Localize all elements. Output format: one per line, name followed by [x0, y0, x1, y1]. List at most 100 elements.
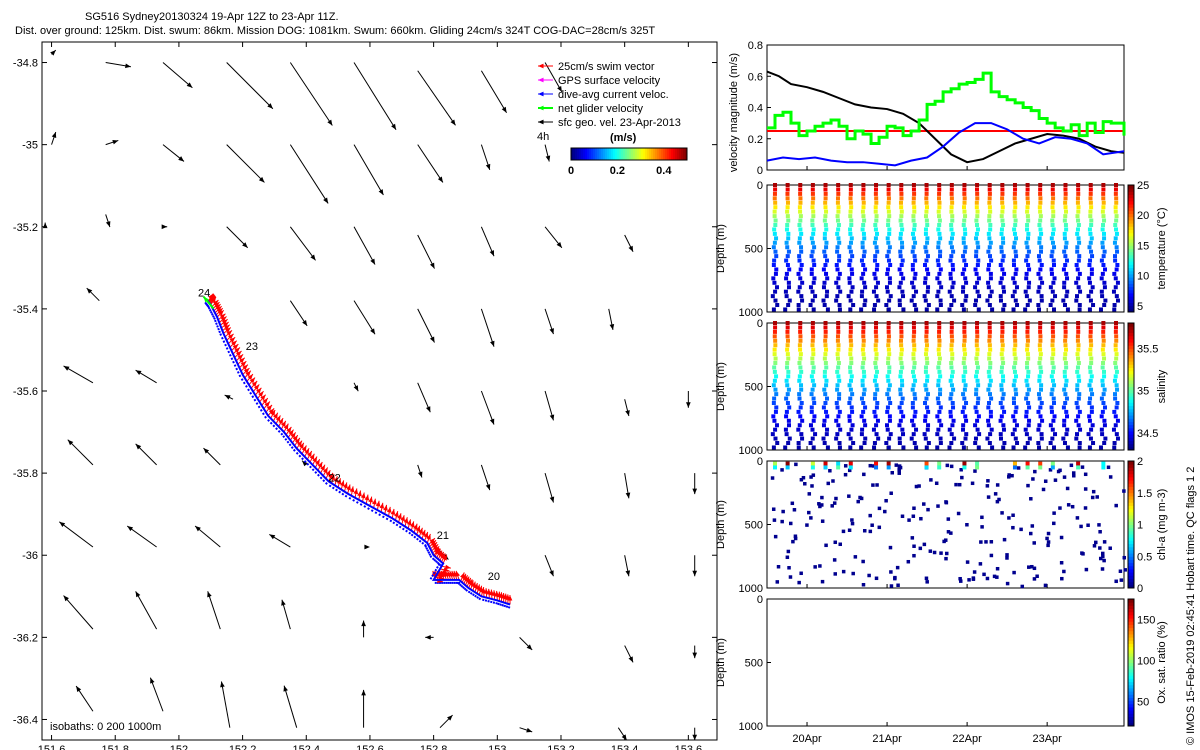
- profile-point: [1087, 401, 1092, 406]
- profile-point: [862, 303, 867, 308]
- profile-point: [1050, 218, 1055, 223]
- profile-point: [974, 387, 979, 392]
- cbar-cell: [1128, 495, 1134, 500]
- profile-point: [1075, 432, 1080, 437]
- cbar-cell: [1128, 546, 1134, 551]
- chla-point: [820, 519, 825, 523]
- profile-point: [861, 205, 866, 210]
- profile-point: [848, 240, 853, 245]
- profile-point: [924, 387, 929, 392]
- profile-point: [910, 401, 915, 406]
- dac-vector: [338, 490, 342, 494]
- chla-surface-point: [1076, 465, 1081, 470]
- profile-point: [824, 245, 829, 250]
- geo-vector: [126, 525, 157, 548]
- profile-point: [798, 365, 803, 370]
- profile-point: [770, 432, 775, 437]
- swim-vector-head: [477, 585, 483, 592]
- dac-vector: [427, 551, 431, 554]
- chla-point: [926, 507, 930, 512]
- profile-point: [798, 191, 803, 196]
- profile-point: [935, 307, 940, 312]
- profile-point: [914, 289, 919, 294]
- dac-vector: [232, 360, 235, 364]
- profile-point: [810, 343, 815, 348]
- profile-point: [1063, 191, 1068, 196]
- profile-point: [974, 218, 979, 223]
- chla-surface-point: [848, 461, 853, 466]
- chla-point: [787, 566, 791, 570]
- chla-point: [832, 558, 837, 562]
- geo-vector-head: [42, 222, 48, 229]
- cbar-cell: [1128, 480, 1134, 484]
- profile-point: [899, 187, 904, 192]
- profile-point: [987, 191, 992, 196]
- profile-point: [925, 405, 930, 410]
- dac-vector: [374, 511, 378, 515]
- profile-point: [962, 347, 967, 352]
- profile-point: [1114, 227, 1119, 232]
- profile-point: [785, 361, 790, 366]
- profile-point: [951, 280, 956, 285]
- geo-vector-head: [323, 197, 329, 204]
- profile-point: [774, 374, 779, 379]
- chla-point: [965, 560, 970, 564]
- cbar-tick-label: 10: [1137, 271, 1149, 283]
- profile-point: [809, 392, 814, 397]
- profile-point: [811, 307, 816, 312]
- swim-vector-head: [379, 502, 385, 509]
- profile-point: [785, 196, 790, 201]
- dac-vector: [255, 402, 259, 405]
- profile-point: [912, 254, 917, 259]
- geo-vector-head: [150, 677, 155, 684]
- legend-entry: sfc geo. vel. 23-Apr-2013: [558, 117, 681, 129]
- profile-point: [1076, 347, 1081, 352]
- profile-point: [785, 209, 790, 214]
- dac-vector: [460, 584, 464, 588]
- profile-point: [949, 329, 954, 334]
- geo-vector-head: [310, 254, 316, 261]
- cbar-cell: [1128, 405, 1134, 410]
- profile-point: [935, 414, 940, 419]
- profile-point: [912, 343, 917, 348]
- chla-point: [793, 534, 798, 538]
- profile-point: [1053, 294, 1058, 299]
- chla-point: [945, 551, 949, 556]
- profile-point: [926, 303, 931, 308]
- cbar-cell: [1128, 245, 1134, 249]
- profile-point: [1064, 396, 1069, 401]
- profile-point: [974, 325, 979, 330]
- legend-swatch-head: [538, 63, 544, 69]
- dac-vector: [429, 576, 433, 580]
- profile-point: [1115, 401, 1120, 406]
- profile-point: [899, 191, 904, 196]
- profile-point: [1113, 329, 1118, 334]
- profile-point: [1013, 298, 1018, 303]
- chla-point: [794, 462, 798, 467]
- chl-axes: [766, 460, 1125, 589]
- geo-vector: [353, 62, 397, 130]
- cbar-cell: [1128, 238, 1134, 243]
- profile-point: [1062, 418, 1067, 423]
- profile-point: [824, 240, 829, 245]
- profile-point: [1000, 343, 1005, 348]
- profile-point: [1100, 409, 1105, 414]
- map-xtick-label: 152.8: [420, 744, 448, 750]
- profile-point: [873, 392, 878, 397]
- chla-point: [851, 571, 855, 576]
- profile-point: [1038, 414, 1043, 419]
- swim-vector-head: [268, 408, 275, 415]
- profile-point: [987, 441, 992, 446]
- profile-point: [925, 289, 930, 294]
- swim-vector-head: [283, 423, 289, 430]
- chla-point: [978, 562, 983, 566]
- geo-vector: [67, 439, 94, 466]
- profile-point: [1027, 280, 1032, 285]
- profile-point: [999, 369, 1004, 374]
- profile-point: [885, 289, 890, 294]
- profile-point: [786, 423, 791, 428]
- cbar-cell: [1128, 226, 1134, 230]
- chla-point: [1007, 516, 1011, 520]
- chla-surface-point: [1050, 465, 1055, 470]
- dac-vector: [474, 594, 477, 598]
